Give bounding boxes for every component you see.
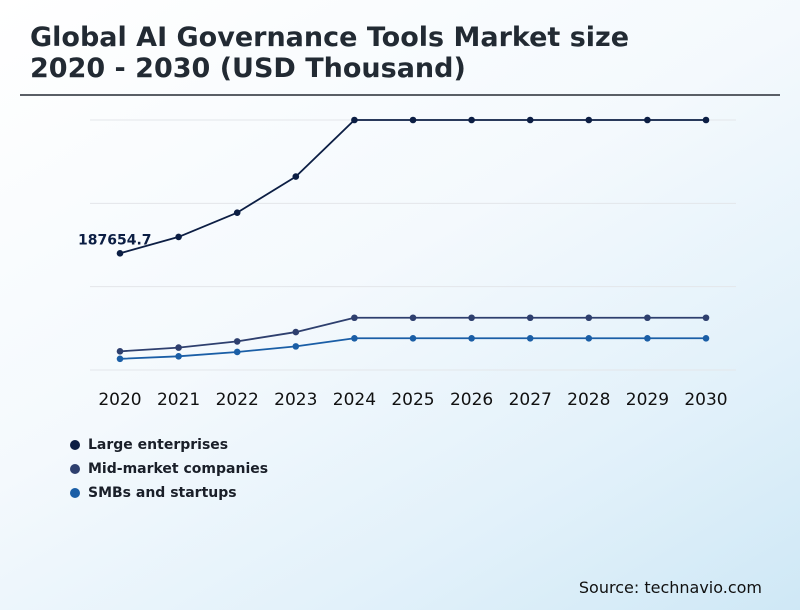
legend-label-mid-market-companies: Mid-market companies bbox=[88, 461, 269, 477]
x-tick-label-2030: 2030 bbox=[684, 390, 727, 410]
data-point-mid-market-companies-2020 bbox=[116, 348, 124, 355]
line-chart: 2020 2021 2022 2023 2024 2025 2026 2027 2028 2029… bbox=[78, 116, 736, 410]
chart-legend: Large enterprises Mid-market companies S… bbox=[70, 433, 268, 505]
x-tick-label-2025: 2025 bbox=[391, 390, 434, 410]
chart-title: Global AI Governance Tools Market size 2… bbox=[30, 22, 770, 84]
data-point-mid-market-companies-2021 bbox=[175, 344, 182, 351]
data-point-smbs-and-startups-2021 bbox=[175, 353, 182, 360]
x-tick-label-2024: 2024 bbox=[333, 390, 376, 410]
data-point-smbs-and-startups-2020 bbox=[116, 355, 124, 363]
x-tick-label-2021: 2021 bbox=[157, 390, 200, 410]
series-line-large-enterprises bbox=[119, 119, 706, 255]
x-tick-label-2026: 2026 bbox=[450, 390, 493, 410]
data-point-large-enterprises-2021 bbox=[175, 233, 182, 241]
x-tick-label-2027: 2027 bbox=[509, 390, 552, 410]
data-point-large-enterprises-2027 bbox=[526, 116, 534, 124]
data-point-mid-market-companies-2028 bbox=[585, 314, 593, 322]
legend-label-large-enterprises: Large enterprises bbox=[88, 437, 229, 453]
legend-marker-large-enterprises bbox=[70, 440, 80, 450]
chart-title-line-2: 2020 - 2030 (USD Thousand) bbox=[30, 53, 466, 84]
x-tick-label-2023: 2023 bbox=[274, 390, 317, 410]
legend-marker-smbs-and-startups bbox=[70, 488, 80, 498]
legend-item-large-enterprises: Large enterprises bbox=[70, 433, 268, 457]
data-point-large-enterprises-2022 bbox=[233, 209, 241, 216]
data-point-mid-market-companies-2026 bbox=[468, 314, 475, 322]
data-point-mid-market-companies-2030 bbox=[702, 314, 710, 322]
title-divider bbox=[20, 94, 780, 96]
data-point-smbs-and-startups-2026 bbox=[468, 334, 475, 342]
legend-item-mid-market-companies: Mid-market companies bbox=[70, 457, 268, 481]
x-tick-label-2022: 2022 bbox=[216, 390, 259, 410]
series-line-mid-market-companies bbox=[119, 316, 706, 353]
legend-item-smbs-and-startups: SMBs and startups bbox=[70, 481, 268, 505]
data-point-smbs-and-startups-2028 bbox=[585, 334, 593, 342]
data-point-smbs-and-startups-2022 bbox=[233, 348, 241, 356]
data-point-mid-market-companies-2023 bbox=[292, 328, 300, 336]
data-point-smbs-and-startups-2029 bbox=[644, 334, 651, 342]
data-point-mid-market-companies-2022 bbox=[233, 338, 241, 345]
data-point-smbs-and-startups-2024 bbox=[351, 334, 358, 342]
data-point-large-enterprises-2030 bbox=[702, 116, 710, 124]
source-credit: Source: technavio.com bbox=[578, 578, 762, 597]
chart-title-line-1: Global AI Governance Tools Market size bbox=[30, 22, 630, 53]
data-point-smbs-and-startups-2025 bbox=[409, 334, 417, 342]
data-point-mid-market-companies-2029 bbox=[644, 314, 651, 322]
data-point-mid-market-companies-2027 bbox=[526, 314, 534, 322]
x-tick-label-2028: 2028 bbox=[567, 390, 610, 410]
x-tick-label-2020: 2020 bbox=[98, 390, 141, 410]
data-point-large-enterprises-2029 bbox=[644, 116, 651, 124]
data-point-large-enterprises-2026 bbox=[468, 116, 475, 124]
legend-label-smbs-and-startups: SMBs and startups bbox=[88, 485, 237, 501]
data-point-smbs-and-startups-2030 bbox=[702, 334, 710, 342]
x-tick-label-2029: 2029 bbox=[626, 390, 669, 410]
data-point-large-enterprises-2024 bbox=[351, 116, 358, 124]
data-point-large-enterprises-2020 bbox=[116, 249, 124, 257]
data-point-mid-market-companies-2025 bbox=[409, 314, 417, 322]
data-point-smbs-and-startups-2027 bbox=[526, 334, 534, 342]
data-point-large-enterprises-2023 bbox=[292, 173, 300, 180]
legend-marker-mid-market-companies bbox=[70, 464, 80, 474]
data-point-large-enterprises-2028 bbox=[585, 116, 593, 124]
data-label: 187654.7 bbox=[78, 232, 152, 248]
data-point-large-enterprises-2025 bbox=[409, 116, 417, 124]
data-point-mid-market-companies-2024 bbox=[351, 314, 358, 322]
data-point-smbs-and-startups-2023 bbox=[292, 343, 300, 350]
